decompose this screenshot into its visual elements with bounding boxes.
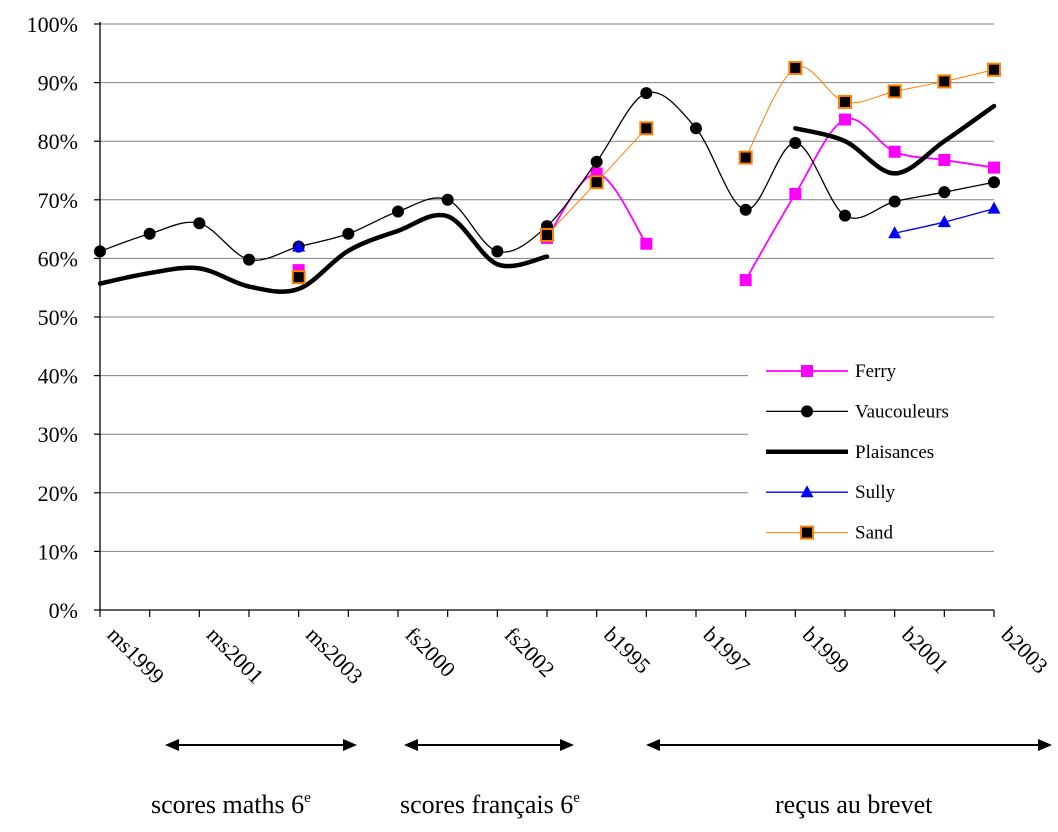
data-point-ferry — [789, 187, 802, 200]
x-tick-label: b1995 — [599, 622, 656, 679]
range-arrow-head-left — [165, 739, 179, 751]
data-point-vaucouleurs — [789, 136, 802, 149]
data-point-sully — [987, 201, 1001, 214]
data-point-sand — [738, 150, 753, 165]
data-point-vaucouleurs — [94, 245, 106, 258]
data-point-sand — [540, 227, 554, 242]
legend-label-plaisances: Plaisances — [855, 442, 934, 463]
group-label: scores maths 6e — [151, 790, 311, 819]
group-annotations: scores maths 6e scores français 6e reçus a… — [151, 739, 1052, 819]
data-point-ferry — [938, 153, 951, 166]
range-arrow-head-left — [404, 739, 418, 751]
x-tick-label: ms1999 — [102, 622, 169, 689]
data-point-sand — [887, 84, 902, 99]
series-line-sand — [745, 66, 995, 159]
legend: Ferry Vaucouleurs Plaisances Sully Sand — [748, 350, 994, 545]
range-arrow-head-right — [1038, 739, 1052, 751]
group-label: reçus au brevet — [775, 790, 933, 819]
x-tick-label: ms2001 — [202, 622, 269, 689]
legend-label-sully: Sully — [855, 482, 896, 503]
data-point-vaucouleurs — [243, 253, 255, 266]
y-tick-label: 70% — [38, 188, 78, 213]
data-point-sully — [292, 239, 306, 252]
data-point-ferry — [888, 145, 901, 158]
axes — [94, 22, 995, 617]
data-point-vaucouleurs — [193, 217, 206, 230]
superscript: e — [304, 790, 311, 806]
range-arrow-head-left — [646, 739, 660, 751]
y-tick-label: 0% — [49, 598, 78, 623]
data-point-vaucouleurs — [988, 176, 1000, 189]
series-line-plaisances — [793, 103, 997, 176]
data-point-vaucouleurs — [690, 122, 702, 135]
legend-label-ferry: Ferry — [855, 361, 897, 382]
x-tick-label: b1999 — [798, 622, 855, 679]
data-point-sully — [888, 226, 902, 239]
range-arrow-head-right — [343, 739, 357, 751]
y-tick-label: 60% — [38, 246, 78, 271]
x-tick-labels: ms1999 ms2001 ms2003 fs2000 fs2002 b1995 b1997… — [102, 622, 1053, 689]
legend-box — [748, 350, 994, 545]
series-layer — [94, 60, 1001, 294]
legend-marker-sand — [800, 525, 814, 540]
y-tick-label: 20% — [38, 481, 78, 506]
y-tick-label: 50% — [38, 305, 78, 330]
range-arrow-head-right — [560, 739, 574, 751]
y-tick-label: 90% — [38, 71, 78, 96]
y-tick-labels: 0% 10% 20% 30% 40% 50% 60% 70% 80% 90% 100% — [27, 12, 78, 623]
data-point-vaucouleurs — [143, 227, 156, 240]
data-point-vaucouleurs — [491, 245, 504, 258]
superscript: e — [573, 790, 580, 806]
data-point-vaucouleurs — [839, 209, 851, 222]
x-tick-label: b2003 — [996, 622, 1053, 679]
data-point-sand — [639, 121, 654, 136]
data-point-ferry — [839, 113, 851, 126]
data-point-ferry — [640, 237, 653, 250]
data-point-ferry — [988, 161, 1000, 174]
data-point-vaucouleurs — [590, 155, 603, 168]
data-point-vaucouleurs — [392, 205, 404, 218]
data-point-sand — [291, 270, 306, 285]
series-vaucouleurs — [94, 87, 1000, 266]
x-tick-label: fs2002 — [500, 622, 560, 682]
data-point-sand — [788, 60, 803, 75]
data-point-sand — [589, 175, 604, 190]
series-sand — [291, 60, 1001, 285]
data-point-sand — [838, 94, 852, 109]
data-point-sully — [937, 215, 951, 228]
legend-marker-ferry — [801, 365, 813, 377]
series-plaisances — [97, 103, 997, 294]
y-tick-label: 100% — [27, 12, 78, 37]
data-point-sand — [987, 62, 1001, 77]
y-tick-label: 30% — [38, 422, 78, 447]
legend-marker-vaucouleurs — [801, 405, 813, 418]
data-point-vaucouleurs — [640, 87, 653, 100]
series-line-plaisances — [97, 212, 550, 294]
data-point-vaucouleurs — [441, 193, 454, 206]
legend-label-sand: Sand — [855, 523, 894, 544]
x-tick-label: b1997 — [698, 622, 755, 679]
data-point-ferry — [739, 274, 752, 287]
legend-label-vaucouleurs: Vaucouleurs — [855, 401, 949, 422]
y-tick-label: 40% — [38, 364, 78, 389]
y-tick-label: 80% — [38, 129, 78, 154]
series-sully — [292, 201, 1001, 252]
y-tick-label: 10% — [38, 539, 78, 564]
legend-marker-sully — [800, 485, 814, 498]
x-tick-label: b2001 — [897, 622, 954, 679]
data-point-vaucouleurs — [342, 227, 355, 240]
group-label: scores français 6e — [400, 790, 580, 819]
x-tick-label: fs2000 — [400, 622, 460, 682]
data-point-vaucouleurs — [938, 186, 951, 199]
x-tick-label: ms2003 — [301, 622, 368, 689]
data-point-vaucouleurs — [739, 203, 752, 216]
data-point-sand — [937, 74, 952, 89]
data-point-vaucouleurs — [888, 195, 901, 208]
